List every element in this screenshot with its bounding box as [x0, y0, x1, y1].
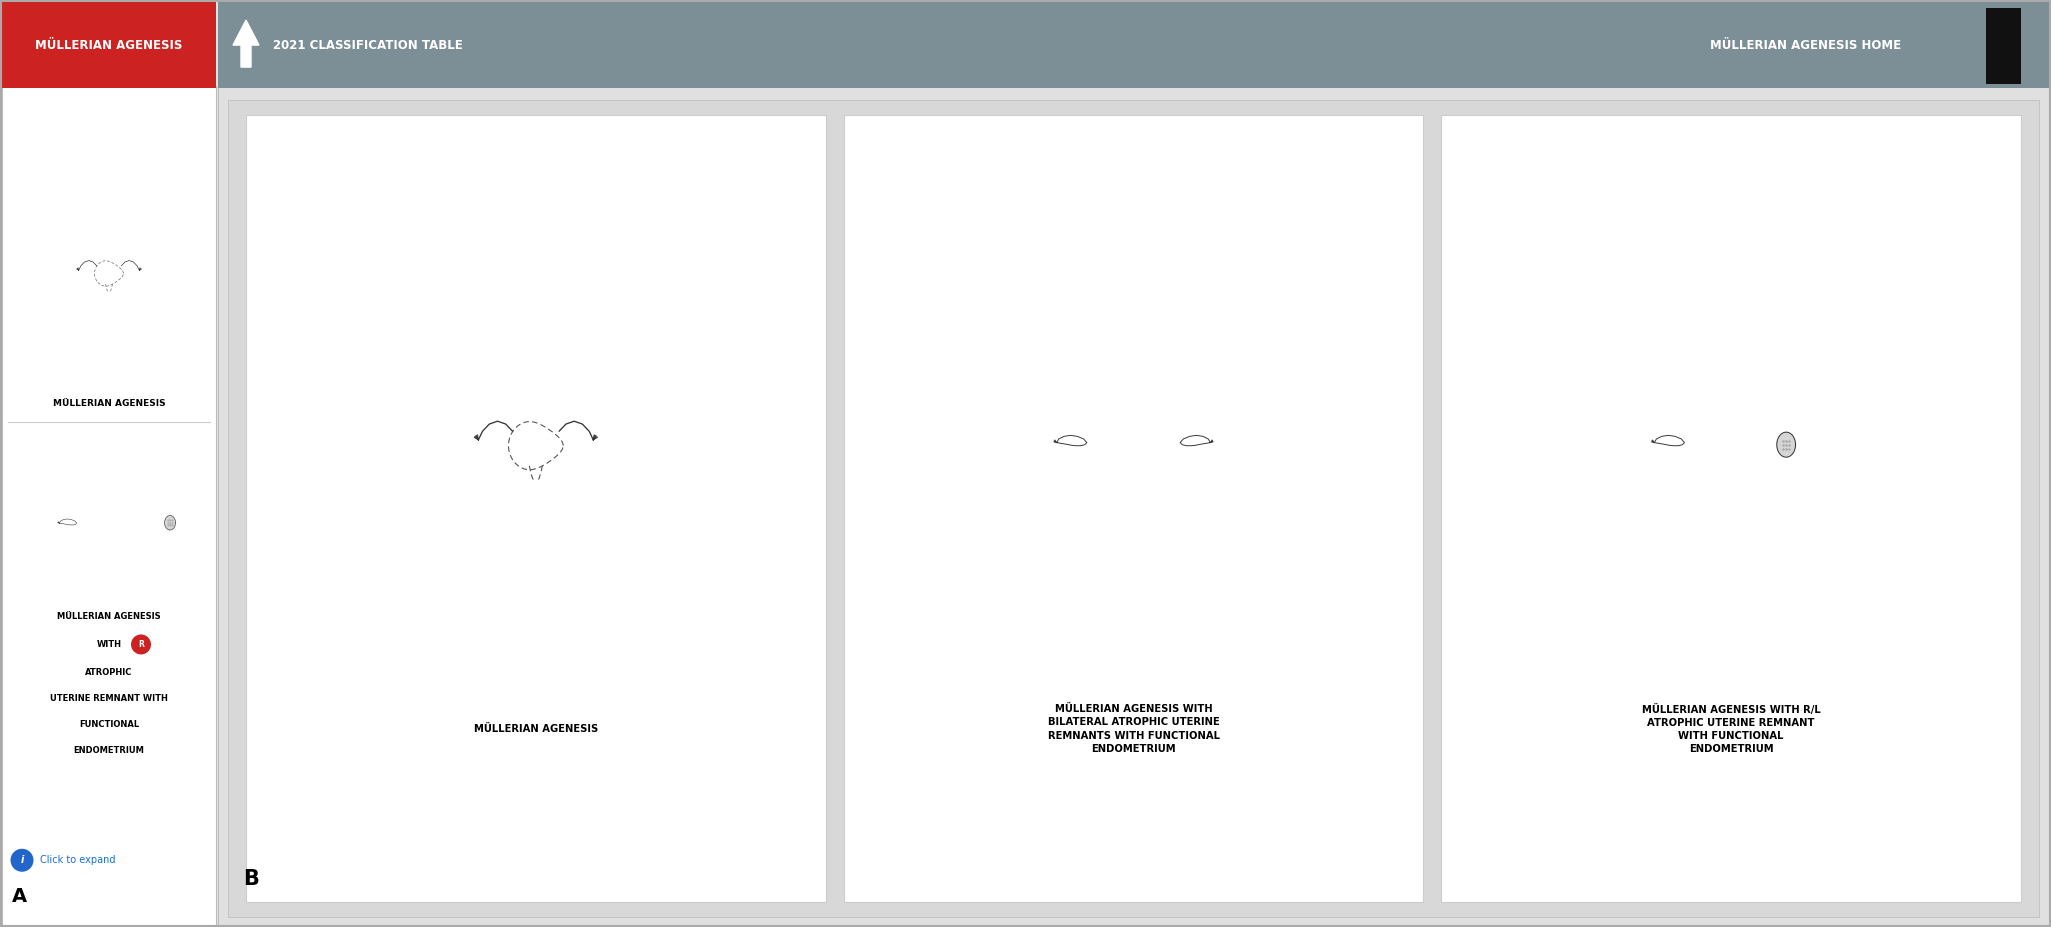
Circle shape [131, 634, 152, 654]
Text: UTERINE REMNANT WITH: UTERINE REMNANT WITH [49, 694, 168, 703]
FancyBboxPatch shape [1442, 115, 2020, 902]
Text: MÜLLERIAN AGENESIS: MÜLLERIAN AGENESIS [53, 399, 166, 408]
FancyBboxPatch shape [217, 2, 2049, 925]
Text: B: B [242, 869, 258, 889]
Text: 2021 CLASSIFICATION TABLE: 2021 CLASSIFICATION TABLE [273, 39, 464, 52]
Text: R: R [137, 640, 144, 649]
Text: i: i [21, 856, 25, 865]
Text: MÜLLERIAN AGENESIS HOME: MÜLLERIAN AGENESIS HOME [1711, 39, 1901, 52]
FancyBboxPatch shape [2, 2, 215, 88]
Polygon shape [1776, 432, 1795, 457]
Text: ENDOMETRIUM: ENDOMETRIUM [74, 746, 144, 755]
Text: FUNCTIONAL: FUNCTIONAL [78, 720, 139, 729]
FancyBboxPatch shape [228, 100, 2039, 917]
Polygon shape [234, 20, 258, 67]
Text: A: A [12, 887, 27, 906]
Text: MÜLLERIAN AGENESIS WITH R/L
ATROPHIC UTERINE REMNANT
WITH FUNCTIONAL
ENDOMETRIUM: MÜLLERIAN AGENESIS WITH R/L ATROPHIC UTE… [1641, 704, 1821, 755]
Text: WITH: WITH [96, 640, 121, 649]
FancyBboxPatch shape [843, 115, 1423, 902]
Text: ATROPHIC: ATROPHIC [86, 668, 133, 677]
FancyBboxPatch shape [1985, 8, 2020, 84]
FancyBboxPatch shape [217, 2, 2049, 88]
Polygon shape [164, 515, 176, 530]
FancyBboxPatch shape [246, 115, 827, 902]
Text: MÜLLERIAN AGENESIS WITH
BILATERAL ATROPHIC UTERINE
REMNANTS WITH FUNCTIONAL
ENDO: MÜLLERIAN AGENESIS WITH BILATERAL ATROPH… [1048, 705, 1220, 754]
FancyBboxPatch shape [2, 86, 215, 925]
Circle shape [10, 849, 33, 871]
Text: Click to expand: Click to expand [41, 856, 115, 865]
Text: MÜLLERIAN AGENESIS: MÜLLERIAN AGENESIS [35, 39, 183, 52]
Text: MÜLLERIAN AGENESIS: MÜLLERIAN AGENESIS [474, 724, 599, 734]
Text: MÜLLERIAN AGENESIS: MÜLLERIAN AGENESIS [57, 612, 160, 621]
